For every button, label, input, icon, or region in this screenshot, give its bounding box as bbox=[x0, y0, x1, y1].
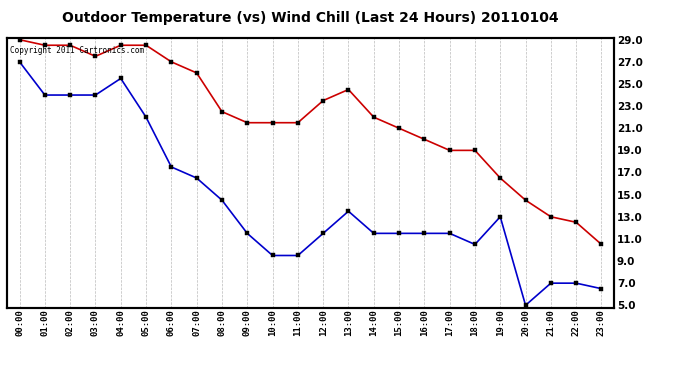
Text: Copyright 2011 Cartronics.com: Copyright 2011 Cartronics.com bbox=[10, 46, 144, 55]
Text: Outdoor Temperature (vs) Wind Chill (Last 24 Hours) 20110104: Outdoor Temperature (vs) Wind Chill (Las… bbox=[62, 11, 559, 25]
